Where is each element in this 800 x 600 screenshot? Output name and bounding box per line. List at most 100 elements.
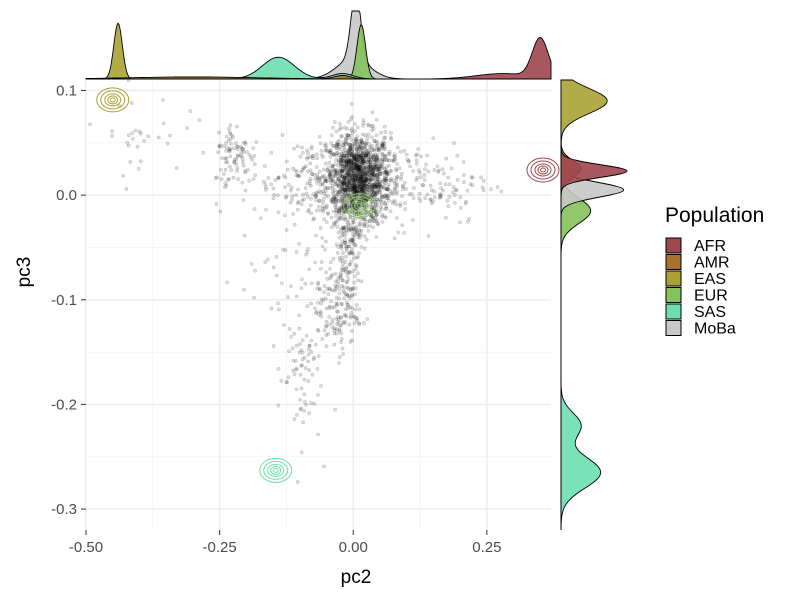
moba-point [351,178,356,183]
moba-point [345,273,350,278]
moba-point [362,157,366,162]
moba-point [362,161,367,166]
moba-point [374,185,379,190]
moba-point [358,232,363,237]
moba-point [363,170,368,175]
moba-point [364,141,369,146]
moba-point [363,179,367,184]
moba-point [352,185,357,190]
moba-point [295,479,300,484]
moba-point [349,181,354,185]
moba-point [352,280,357,285]
moba-point [364,153,368,158]
moba-point [376,188,381,193]
y-tick-label: 0.0 [56,187,77,204]
moba-point [371,148,376,153]
moba-point [444,156,449,161]
moba-point [339,184,344,188]
moba-point [339,125,343,130]
moba-point [347,240,352,244]
moba-point [216,150,221,155]
moba-point [351,165,356,169]
moba-point [350,218,355,222]
moba-point [185,126,189,131]
moba-point [316,329,321,333]
moba-point [333,271,338,276]
moba-point [316,312,321,317]
moba-point [455,153,460,158]
moba-point [370,170,375,175]
moba-point [361,161,366,166]
moba-point [347,181,352,186]
moba-point [357,165,362,170]
moba-point [360,154,365,159]
moba-point [373,178,378,183]
moba-point [354,146,359,151]
moba-point [339,169,344,174]
moba-point [363,175,368,180]
moba-point [379,145,384,150]
moba-point [341,181,346,186]
moba-point [349,137,354,142]
moba-point [338,194,343,199]
moba-point [376,175,381,180]
moba-point [350,160,355,165]
moba-point [360,187,365,192]
moba-point [345,127,350,131]
moba-point [350,130,355,135]
moba-point [294,343,299,348]
moba-point [342,155,347,160]
moba-point [253,268,258,273]
moba-point [366,178,371,183]
moba-point [402,180,407,185]
moba-point [362,181,367,186]
moba-point [358,172,363,177]
moba-point [371,157,376,161]
moba-point [350,174,355,179]
moba-point [345,171,350,176]
moba-point [335,170,340,175]
moba-point [377,146,381,151]
moba-point [371,167,376,172]
moba-point [481,188,486,193]
moba-point [360,156,365,161]
moba-point [341,181,346,186]
moba-point [322,328,327,333]
moba-point [355,152,359,157]
moba-point [335,322,339,327]
moba-point [344,188,349,193]
moba-point [361,151,366,156]
moba-point [362,224,367,229]
moba-point [358,150,363,155]
moba-point [400,223,405,228]
moba-point [383,170,388,175]
moba-point [362,183,367,188]
moba-point [370,193,375,198]
moba-point [328,169,333,174]
moba-point [386,195,391,200]
moba-point [384,169,388,174]
moba-point [359,187,364,192]
moba-point [241,198,246,203]
moba-point [363,178,368,183]
moba-point [327,160,332,165]
moba-point [350,185,355,190]
moba-point [369,193,374,198]
moba-point [346,189,350,194]
moba-point [395,174,400,179]
moba-point [130,131,135,136]
moba-point [359,164,364,169]
moba-point [348,177,353,182]
moba-point [340,234,345,238]
moba-point [305,169,310,174]
moba-point [316,432,320,437]
moba-point [359,167,363,172]
moba-point [375,173,380,178]
moba-point [358,139,363,144]
moba-point [299,386,304,391]
moba-point [347,228,351,233]
moba-point [395,162,400,166]
moba-point [326,175,331,180]
moba-point [320,182,325,187]
moba-point [378,183,382,187]
